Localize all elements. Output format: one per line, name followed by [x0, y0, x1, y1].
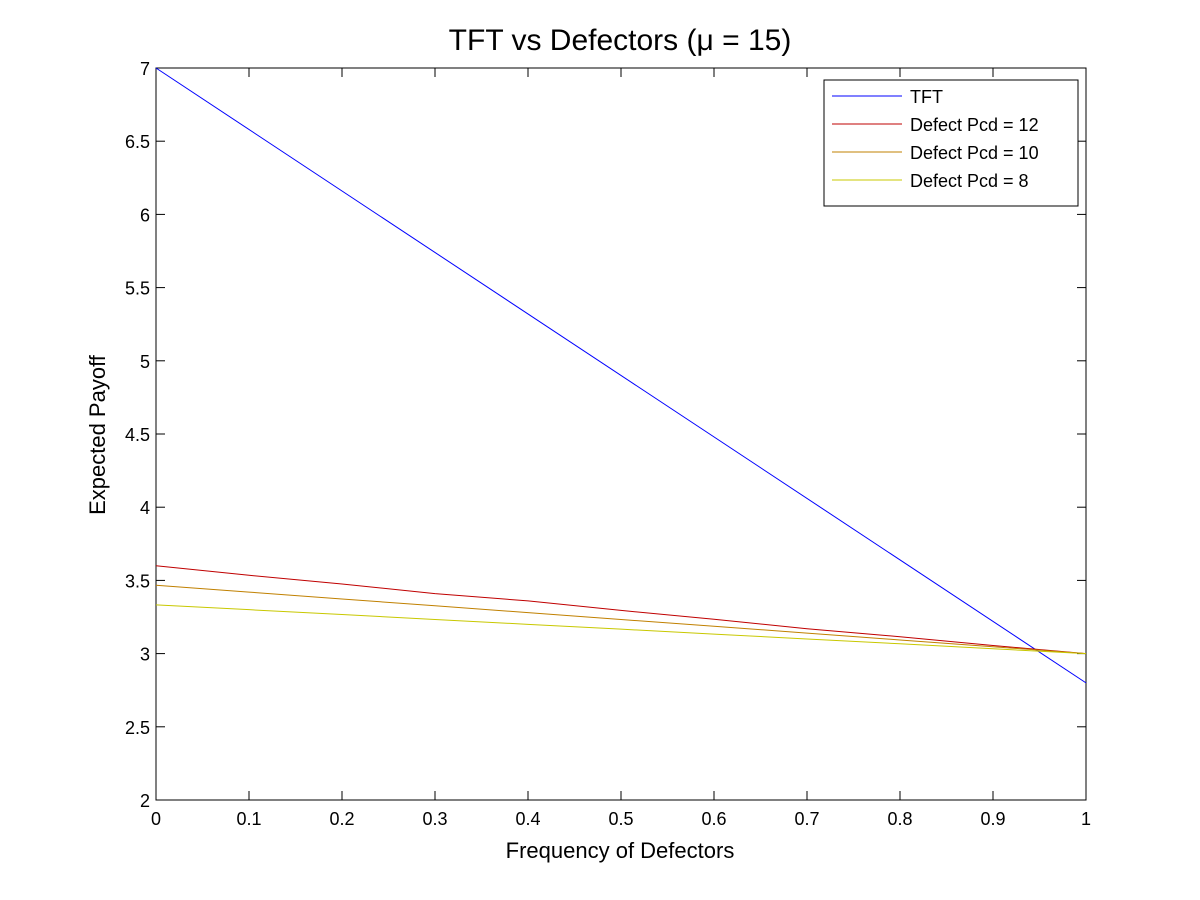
series-line-2 — [155, 584, 1087, 655]
legend: TFT Defect Pcd = 12 Defect Pcd = 10 Defect … — [823, 79, 1079, 207]
chart-title: TFT vs Defectors (μ = 15) — [449, 24, 792, 57]
y-tick-label: 7 — [140, 59, 150, 79]
y-tick-label: 6 — [140, 205, 150, 225]
legend-entry-label: Defect Pcd = 12 — [910, 115, 1039, 135]
x-tick-label: 0.3 — [422, 809, 447, 829]
x-tick-label: 0 — [151, 809, 161, 829]
series-line-0 — [155, 67, 1087, 684]
x-axis-label: Frequency of Defectors — [506, 838, 735, 863]
legend-entry-label: Defect Pcd = 8 — [910, 171, 1029, 191]
x-tick-label: 0.2 — [329, 809, 354, 829]
legend-entry-label: Defect Pcd = 10 — [910, 143, 1039, 163]
x-tick-labels: 0 0.1 0.2 0.3 0.4 0.5 0.6 0.7 0.8 0.9 1 — [151, 809, 1091, 829]
y-axis-label: Expected Payoff — [85, 354, 110, 515]
y-tick-label: 5.5 — [125, 279, 150, 299]
legend-box — [823, 79, 1079, 207]
y-tick-label: 4.5 — [125, 425, 150, 445]
series-line-1 — [155, 565, 1087, 655]
y-tick-label: 4 — [140, 498, 150, 518]
series-lines — [155, 67, 1087, 684]
series-line-3 — [155, 604, 1087, 655]
y-tick-label: 5 — [140, 352, 150, 372]
y-tick-labels: 2 2.5 3 3.5 4 4.5 5 5.5 6 6.5 7 — [125, 59, 150, 811]
x-tick-label: 1 — [1081, 809, 1091, 829]
x-tick-label: 0.8 — [887, 809, 912, 829]
x-tick-label: 0.7 — [794, 809, 819, 829]
legend-entry-label: TFT — [910, 87, 943, 107]
x-tick-label: 0.4 — [515, 809, 540, 829]
x-tick-label: 0.1 — [236, 809, 261, 829]
y-tick-label: 2 — [140, 791, 150, 811]
x-tick-label: 0.6 — [701, 809, 726, 829]
x-tick-label: 0.5 — [608, 809, 633, 829]
y-tick-label: 3 — [140, 645, 150, 665]
y-tick-label: 3.5 — [125, 571, 150, 591]
x-tick-label: 0.9 — [980, 809, 1005, 829]
y-tick-label: 6.5 — [125, 132, 150, 152]
y-tick-label: 2.5 — [125, 718, 150, 738]
